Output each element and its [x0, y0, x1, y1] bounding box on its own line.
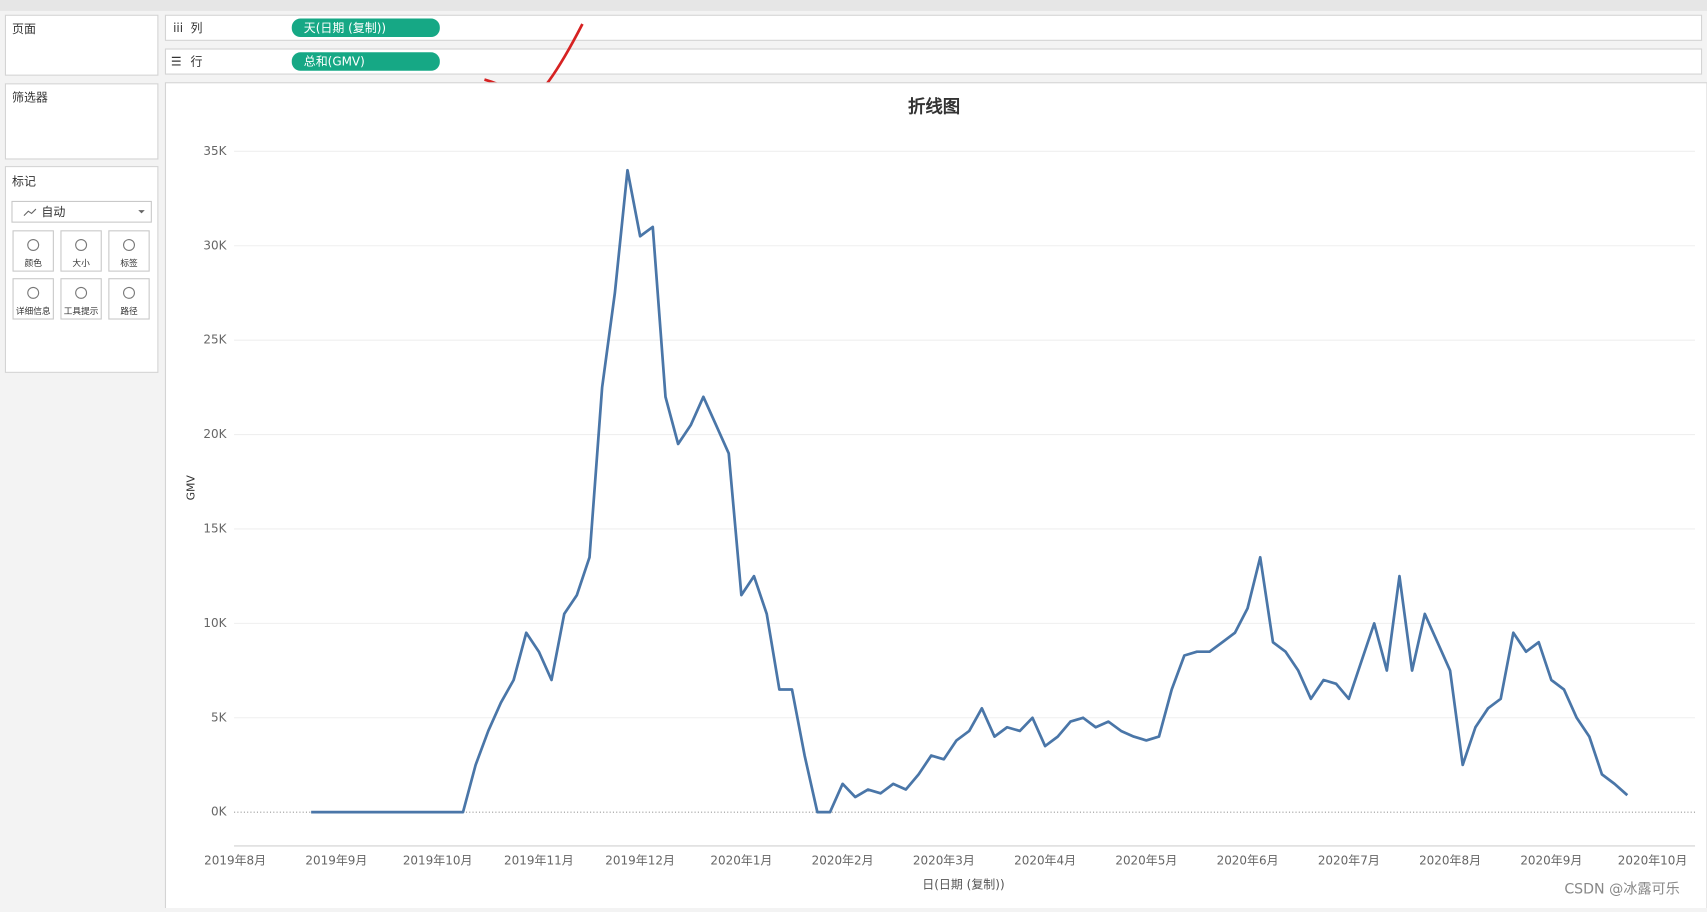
x-tick-label: 2019年10月	[403, 854, 473, 868]
button-icon	[27, 238, 40, 251]
view-pane	[164, 82, 1707, 911]
button-icon	[75, 286, 88, 299]
mark-type: 自动	[41, 205, 65, 219]
button-icon	[123, 238, 135, 251]
mark-button-label: 工具提示	[64, 306, 99, 317]
y-tick-label: 35K	[203, 144, 227, 158]
y-tick-label: 15K	[203, 521, 227, 535]
x-tick-label: 2020年6月	[1217, 854, 1279, 868]
mark-button-label: 详细信息	[16, 305, 51, 317]
toolbar	[0, 0, 1707, 11]
button-icon	[123, 286, 135, 299]
line-icon	[23, 208, 37, 216]
x-tick-label: 2019年9月	[305, 854, 367, 868]
rows-pill[interactable]	[291, 52, 440, 71]
mark-button-label: 标签	[120, 257, 138, 269]
mark-button-label: 大小	[72, 257, 90, 269]
chart-title: 折线图	[908, 96, 960, 117]
y-tick-label: 0K	[211, 805, 228, 819]
columns-label: 列	[191, 21, 203, 35]
y-tick-label: 20K	[203, 427, 227, 441]
x-tick-label: 2020年5月	[1115, 854, 1177, 868]
mark-button-label: 颜色	[25, 257, 43, 269]
button-icon	[27, 286, 40, 299]
columns-icon: iii	[173, 21, 183, 35]
x-tick-label: 2020年7月	[1318, 854, 1380, 868]
mark-button-label: 路径	[120, 305, 138, 317]
x-tick-label: 2019年8月	[204, 854, 266, 868]
x-tick-label: 2020年1月	[710, 854, 772, 868]
dropdown-arrow	[138, 210, 145, 214]
y-tick-label: 5K	[211, 710, 228, 724]
button-icon	[75, 238, 88, 251]
y-axis-title: GMV	[185, 475, 198, 501]
rows-icon: ☰	[171, 55, 182, 69]
mark-type-dropdown[interactable]	[11, 200, 152, 223]
y-tick-label: 30K	[203, 238, 227, 252]
filters-card[interactable]	[4, 83, 159, 160]
watermark: CSDN @冰露可乐	[1564, 881, 1680, 897]
rows-pill-text: 总和(GMV)	[304, 55, 365, 69]
columns-pill-text: 天(日期 (复制))	[304, 21, 386, 35]
x-tick-label: 2020年3月	[913, 854, 975, 868]
columns-pill[interactable]	[291, 18, 440, 38]
y-tick-label: 25K	[203, 333, 227, 347]
x-tick-label: 2020年9月	[1520, 854, 1582, 868]
data-line	[311, 168, 1629, 814]
pages-title: 页面	[12, 22, 36, 36]
x-axis-title: 日(日期 (复制))	[922, 878, 1004, 892]
x-tick-label: 2020年8月	[1419, 854, 1481, 868]
x-tick-label: 2019年11月	[504, 854, 574, 868]
x-tick-label: 2020年10月	[1618, 854, 1688, 868]
pages-card	[4, 14, 159, 76]
x-tick-label: 2020年4月	[1014, 854, 1076, 868]
x-tick-label: 2019年12月	[605, 854, 675, 868]
x-tick-label: 2020年2月	[812, 854, 874, 868]
rows-label: 行	[191, 55, 203, 69]
y-tick-label: 10K	[203, 616, 227, 630]
filters-title: 筛选器	[12, 90, 48, 105]
marks-title: 标记	[12, 174, 36, 188]
